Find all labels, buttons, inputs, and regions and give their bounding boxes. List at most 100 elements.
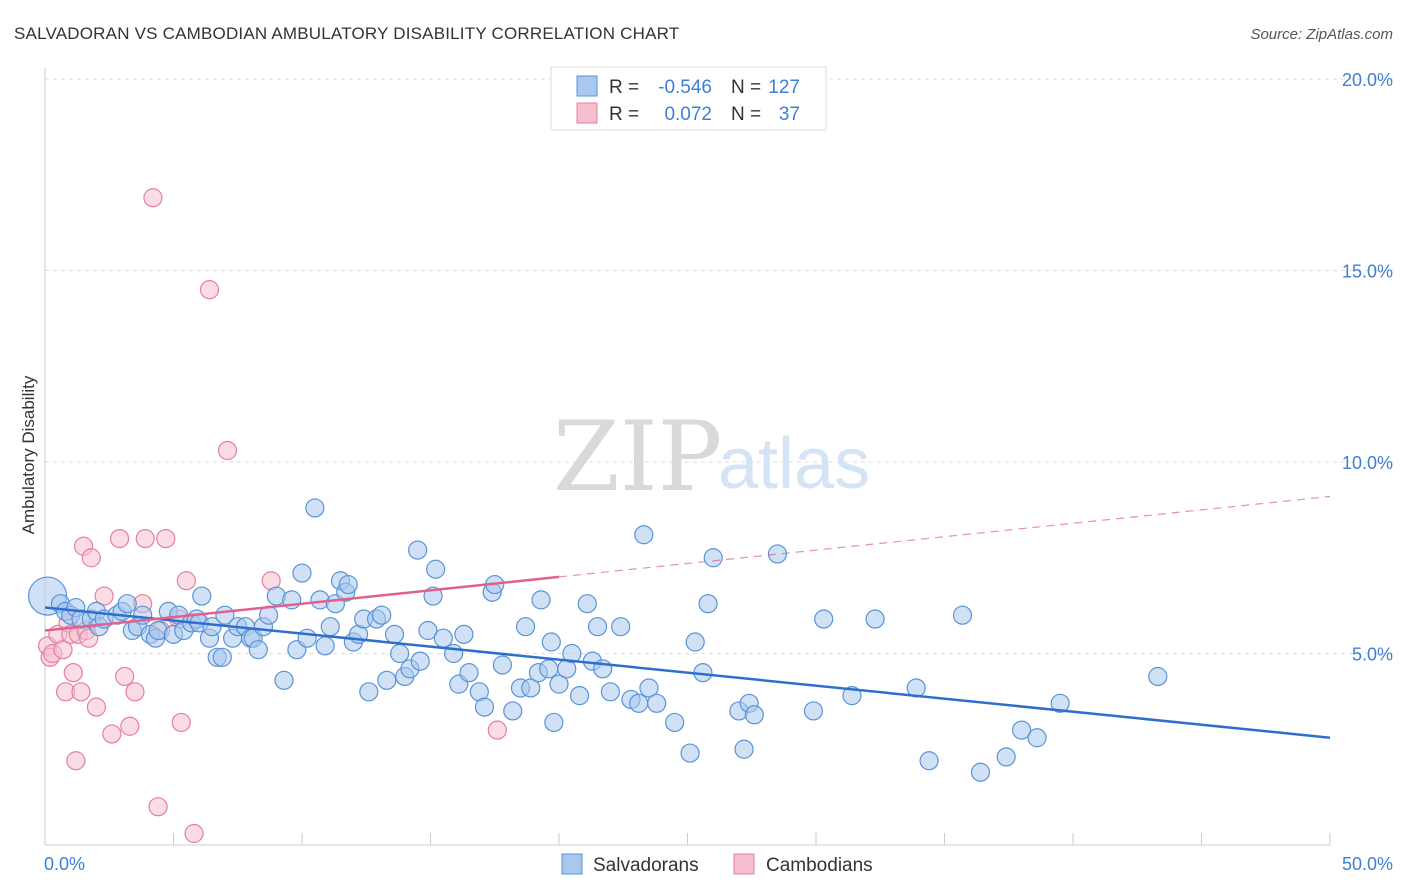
salvadoran-point bbox=[629, 693, 649, 713]
legend-swatch-cambodians bbox=[576, 102, 598, 124]
salvadoran-point bbox=[647, 693, 667, 713]
y-tick-labels: 5.0% 10.0% 15.0% 20.0% bbox=[1342, 70, 1393, 665]
cambodian-point bbox=[143, 188, 163, 208]
cambodians-points bbox=[37, 188, 507, 844]
salvadoran-point bbox=[734, 739, 754, 759]
x-tick-label-max: 50.0% bbox=[1342, 854, 1393, 874]
salvadoran-point bbox=[698, 594, 718, 614]
cambodian-point bbox=[94, 586, 114, 606]
legend-r-label-2: R = bbox=[609, 104, 639, 125]
watermark-atlas: atlas bbox=[718, 424, 870, 504]
top-legend: R = -0.546 N = 127 R = 0.072 N = 37 bbox=[550, 66, 827, 131]
bottom-legend: Salvadorans Cambodians bbox=[561, 853, 873, 876]
salvadoran-point bbox=[639, 678, 659, 698]
salvadoran-point bbox=[549, 674, 569, 694]
gridlines bbox=[45, 78, 1393, 654]
legend-n-value-1: 127 bbox=[768, 77, 800, 98]
cambodian-point bbox=[86, 697, 107, 717]
chart-title: SALVADORAN VS CAMBODIAN AMBULATORY DISAB… bbox=[14, 24, 679, 43]
salvadoran-point bbox=[212, 647, 232, 667]
cambodian-point bbox=[135, 528, 155, 549]
cambodian-point bbox=[66, 751, 86, 771]
legend-r-value-2: 0.072 bbox=[664, 104, 712, 125]
cambodian-point bbox=[71, 682, 91, 702]
salvadoran-point bbox=[377, 670, 397, 690]
salvadoran-point bbox=[865, 609, 885, 629]
salvadoran-point bbox=[418, 620, 438, 641]
cambodian-point bbox=[217, 440, 238, 461]
legend-n-value-2: 37 bbox=[779, 104, 800, 125]
salvadoran-point bbox=[919, 751, 939, 771]
cambodian-point bbox=[53, 640, 73, 660]
salvadoran-point bbox=[372, 605, 392, 625]
salvadoran-point bbox=[274, 670, 294, 690]
cambodian-point bbox=[120, 716, 140, 736]
salvadoran-point bbox=[459, 663, 479, 683]
salvadoran-point bbox=[952, 605, 973, 625]
x-tick-label-min: 0.0% bbox=[44, 854, 85, 874]
salvadoran-point bbox=[634, 525, 654, 545]
salvadoran-point bbox=[970, 762, 991, 782]
salvadoran-point bbox=[320, 617, 340, 637]
y-tick-label: 15.0% bbox=[1342, 262, 1393, 282]
bottom-legend-swatch-salvadorans bbox=[561, 853, 583, 875]
cambodian-point bbox=[487, 720, 507, 740]
bottom-legend-label-cambodians: Cambodians bbox=[766, 855, 873, 876]
salvadoran-point bbox=[1148, 666, 1168, 687]
salvadoran-point bbox=[703, 548, 723, 568]
salvadoran-point bbox=[1027, 728, 1047, 748]
salvadoran-trend-line bbox=[44, 606, 1331, 740]
salvadoran-point bbox=[996, 747, 1016, 767]
cambodian-point bbox=[176, 571, 196, 591]
bottom-legend-label-salvadorans: Salvadorans bbox=[593, 855, 699, 876]
salvadorans-points bbox=[27, 498, 1168, 782]
salvadoran-point bbox=[297, 628, 317, 648]
salvadoran-point bbox=[384, 624, 405, 644]
salvadoran-point bbox=[192, 586, 212, 606]
salvadoran-point bbox=[305, 498, 325, 518]
salvadoran-point bbox=[521, 678, 541, 698]
salvadoran-point bbox=[315, 636, 335, 656]
salvadoran-point bbox=[410, 651, 430, 671]
salvadoran-point bbox=[503, 701, 523, 721]
salvadoran-point bbox=[685, 632, 705, 652]
salvadoran-point bbox=[842, 686, 862, 706]
legend-r-value-1: -0.546 bbox=[658, 77, 712, 98]
y-tick-label: 5.0% bbox=[1352, 645, 1393, 665]
cambodian-point bbox=[102, 724, 122, 744]
salvadoran-point bbox=[338, 574, 358, 595]
salvadoran-point bbox=[587, 617, 608, 637]
cambodian-point bbox=[184, 823, 204, 844]
salvadoran-point bbox=[600, 682, 621, 702]
legend-n-label-2: N = bbox=[731, 104, 761, 125]
cambodian-trend-line bbox=[44, 575, 560, 632]
salvadoran-point bbox=[292, 563, 312, 583]
legend-r-label-1: R = bbox=[609, 77, 639, 98]
salvadoran-point bbox=[611, 617, 631, 637]
salvadoran-point bbox=[1050, 693, 1070, 713]
salvadoran-point bbox=[680, 743, 700, 763]
trend-lines bbox=[44, 495, 1331, 740]
y-tick-label: 20.0% bbox=[1342, 70, 1393, 90]
legend-swatch-salvadorans bbox=[576, 75, 598, 97]
salvadoran-point bbox=[492, 655, 513, 675]
salvadoran-point bbox=[408, 540, 428, 560]
y-tick-label: 10.0% bbox=[1342, 453, 1393, 473]
salvadoran-point bbox=[544, 712, 564, 733]
salvadoran-point bbox=[531, 590, 551, 610]
cambodian-point bbox=[156, 528, 176, 549]
cambodian-point bbox=[199, 280, 220, 300]
salvadoran-point bbox=[1011, 720, 1032, 740]
salvadoran-point bbox=[359, 682, 379, 702]
cambodian-point bbox=[115, 666, 135, 687]
salvadoran-point bbox=[433, 628, 453, 648]
salvadoran-point bbox=[577, 594, 597, 614]
y-axis-label: Ambulatory Disability bbox=[19, 375, 38, 534]
salvadoran-point bbox=[665, 712, 685, 733]
bottom-legend-swatch-cambodians bbox=[733, 853, 755, 875]
salvadoran-point bbox=[562, 643, 582, 664]
watermark-zip: ZIP bbox=[553, 401, 722, 513]
salvadoran-point bbox=[767, 544, 788, 564]
salvadoran-point bbox=[426, 559, 446, 579]
